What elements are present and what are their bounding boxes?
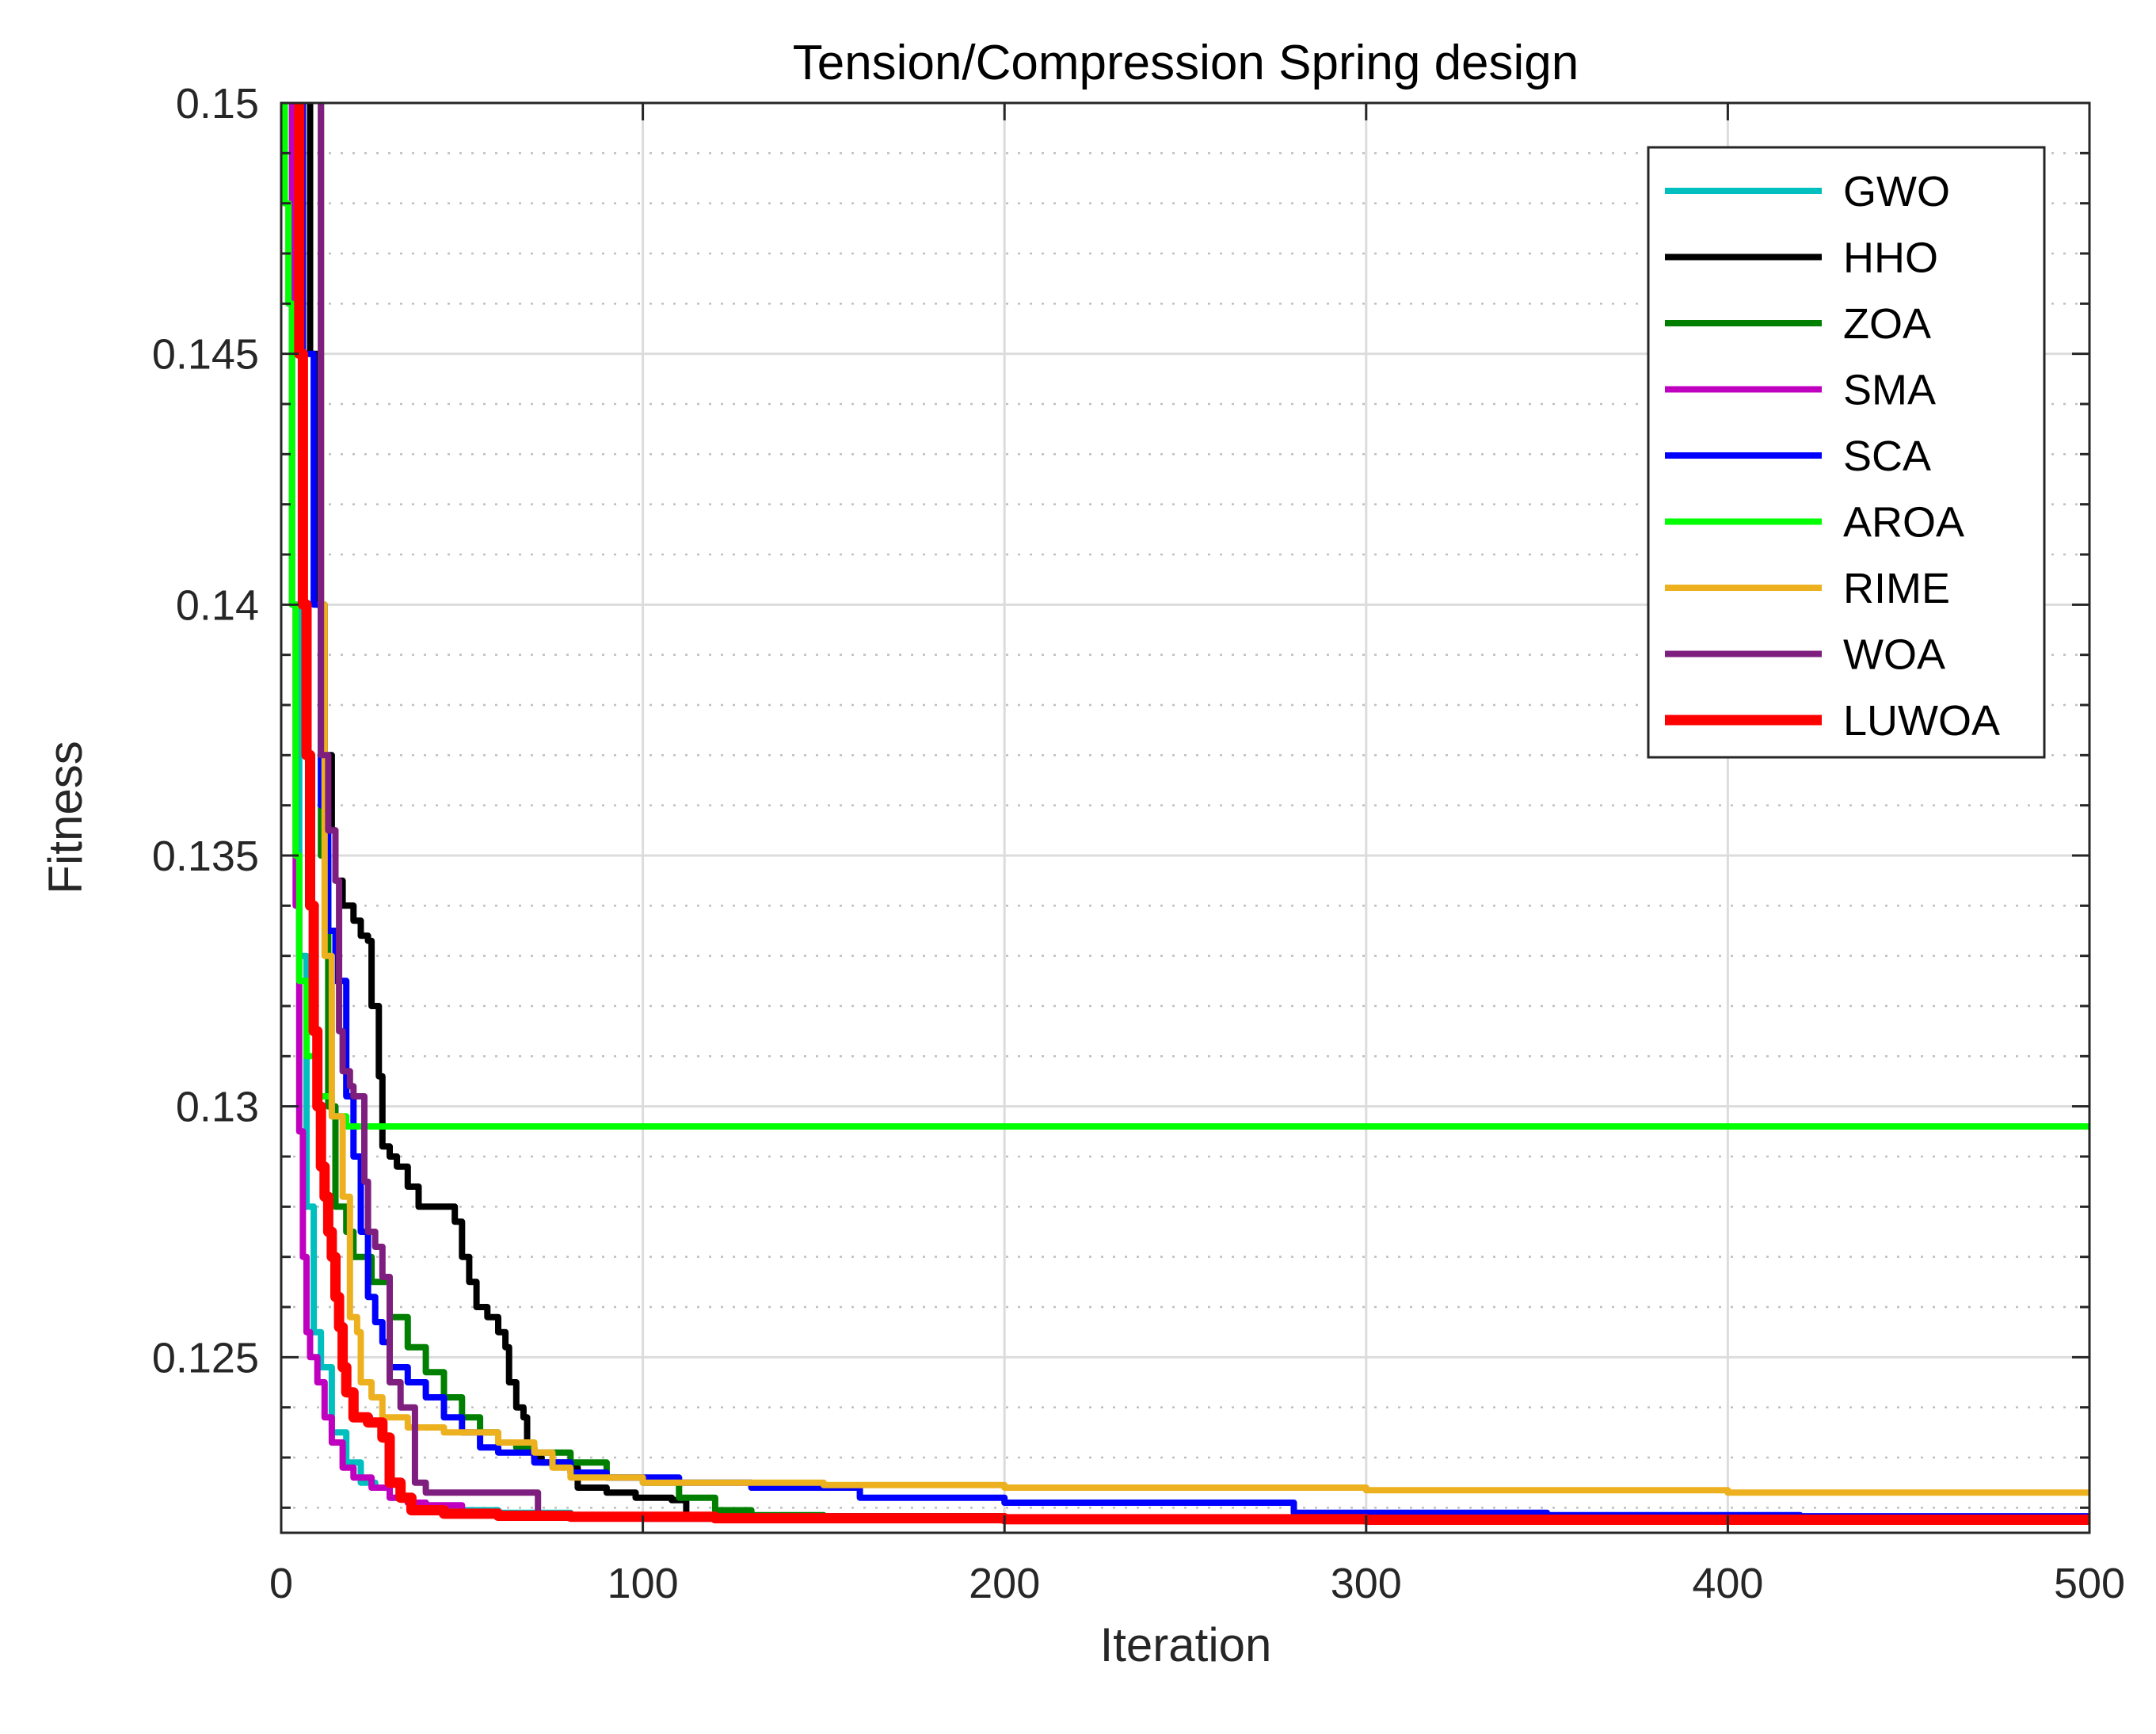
series-line-zoa bbox=[318, 103, 2089, 1521]
legend-label-aroa: AROA bbox=[1843, 499, 1964, 547]
x-tick-labels: 0 100 200 300 400 500 bbox=[269, 1560, 2125, 1607]
legend-label-gwo: GWO bbox=[1843, 168, 1950, 215]
y-tick-label: 0.14 bbox=[176, 581, 259, 629]
y-tick-label: 0.145 bbox=[152, 331, 259, 379]
x-tick-label: 0 bbox=[269, 1560, 293, 1607]
y-tick-label: 0.125 bbox=[152, 1334, 259, 1381]
legend-label-hho: HHO bbox=[1843, 234, 1938, 282]
legend-label-sma: SMA bbox=[1843, 367, 1936, 414]
legend-label-luwoa: LUWOA bbox=[1843, 697, 2000, 745]
y-tick-label: 0.135 bbox=[152, 833, 259, 880]
y-axis-label: Fitness bbox=[39, 741, 92, 894]
series-line-woa bbox=[318, 103, 2089, 1522]
y-tick-label: 0.13 bbox=[176, 1084, 259, 1131]
series-layer bbox=[281, 103, 2089, 1525]
x-tick-label: 200 bbox=[969, 1560, 1040, 1607]
legend-label-rime: RIME bbox=[1843, 565, 1950, 612]
x-tick-label: 100 bbox=[608, 1560, 679, 1607]
y-tick-label: 0.15 bbox=[176, 80, 259, 128]
legend-label-sca: SCA bbox=[1843, 433, 1931, 480]
plot-frame bbox=[280, 101, 2091, 1534]
series-line-rime bbox=[318, 103, 2089, 1496]
series-line-luwoa bbox=[294, 103, 2089, 1525]
chart-title: Tension/Compression Spring design bbox=[793, 36, 1579, 90]
x-tick-label: 300 bbox=[1331, 1560, 1402, 1607]
series-line-sca bbox=[299, 103, 2089, 1520]
legend-label-zoa: ZOA bbox=[1843, 300, 1931, 348]
grid bbox=[281, 103, 2089, 1533]
x-axis-label: Iteration bbox=[1100, 1618, 1272, 1671]
legend-label-woa: WOA bbox=[1843, 631, 1945, 679]
series-line-hho bbox=[307, 103, 2089, 1521]
x-tick-label: 500 bbox=[2054, 1560, 2125, 1607]
legend: GWO HHO ZOA SMA SCA AROA RIME WOA LUWOA bbox=[1647, 146, 2046, 759]
axis-ticks bbox=[280, 101, 2091, 1533]
y-tick-labels: 0.125 0.13 0.135 0.14 0.145 0.15 bbox=[152, 80, 259, 1381]
x-tick-label: 400 bbox=[1692, 1560, 1763, 1607]
